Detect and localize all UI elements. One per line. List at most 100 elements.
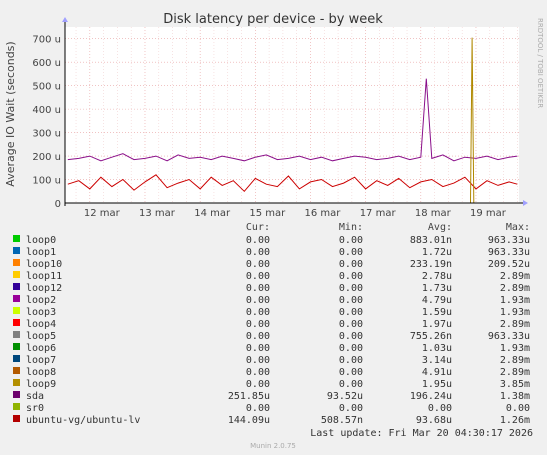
legend-header-cur: Cur: [246, 222, 270, 233]
y-tick-label: 500 u [32, 82, 61, 93]
legend-name: loop11 [26, 271, 62, 282]
legend-swatch [13, 235, 20, 242]
legend-header-avg: Avg: [428, 222, 452, 233]
legend-value-min: 0.00 [339, 283, 363, 294]
y-axis-arrow [62, 17, 68, 22]
legend-value-min: 0.00 [339, 307, 363, 318]
legend-value-min: 0.00 [339, 331, 363, 342]
legend-value-avg: 883.01n [410, 235, 452, 246]
legend-value-min: 0.00 [339, 247, 363, 258]
legend-value-max: 963.33u [488, 247, 530, 258]
legend-name: loop4 [26, 319, 56, 330]
legend-name: sr0 [26, 403, 44, 414]
legend-swatch [13, 391, 20, 398]
legend-value-max: 1.93m [500, 307, 530, 318]
legend-name: loop5 [26, 331, 56, 342]
legend-value-cur: 0.00 [246, 271, 270, 282]
legend-value-max: 2.89m [500, 283, 530, 294]
legend-swatch [13, 415, 20, 422]
legend-value-avg: 93.68u [416, 415, 452, 426]
legend-name: loop10 [26, 259, 62, 270]
legend-swatch [13, 343, 20, 350]
legend-value-cur: 0.00 [246, 295, 270, 306]
legend-value-min: 0.00 [339, 259, 363, 270]
legend-swatch [13, 331, 20, 338]
legend-name: loop12 [26, 283, 62, 294]
legend-value-max: 2.89m [500, 319, 530, 330]
legend-value-cur: 0.00 [246, 259, 270, 270]
legend-value-max: 209.52u [488, 259, 530, 270]
legend-value-max: 3.85m [500, 379, 530, 390]
legend-swatch [13, 295, 20, 302]
legend-name: loop3 [26, 307, 56, 318]
legend-value-min: 0.00 [339, 403, 363, 414]
legend-value-cur: 0.00 [246, 307, 270, 318]
y-tick-label: 100 u [32, 176, 61, 187]
legend-swatch [13, 379, 20, 386]
legend-swatch [13, 319, 20, 326]
legend-value-min: 0.00 [339, 271, 363, 282]
legend-value-min: 0.00 [339, 367, 363, 378]
legend-value-cur: 144.09u [228, 415, 270, 426]
y-tick-label: 400 u [32, 105, 61, 116]
legend-value-max: 0.00 [506, 403, 530, 414]
legend-value-avg: 2.78u [422, 271, 452, 282]
legend-value-max: 963.33u [488, 235, 530, 246]
legend-swatch [13, 307, 20, 314]
legend-value-avg: 233.19n [410, 259, 452, 270]
series-line-ubuntu-vg-ubuntu-lv [67, 174, 518, 193]
legend-value-avg: 1.03u [422, 343, 452, 354]
legend-value-min: 0.00 [339, 319, 363, 330]
legend-value-min: 0.00 [339, 343, 363, 354]
chart-title: Disk latency per device - by week [163, 12, 383, 27]
legend-name: loop9 [26, 379, 56, 390]
x-tick-label: 18 mar [415, 208, 452, 219]
legend-value-cur: 0.00 [246, 319, 270, 330]
y-tick-label: 0 [55, 199, 61, 210]
legend-value-avg: 4.91u [422, 367, 452, 378]
legend-value-min: 93.52u [327, 391, 363, 402]
legend-value-max: 1.93m [500, 295, 530, 306]
x-axis-arrow [523, 200, 528, 206]
legend-value-min: 0.00 [339, 235, 363, 246]
legend-value-avg: 1.59u [422, 307, 452, 318]
x-tick-label: 14 mar [194, 208, 231, 219]
legend-value-max: 1.38m [500, 391, 530, 402]
legend-value-max: 2.89m [500, 271, 530, 282]
legend-value-cur: 0.00 [246, 379, 270, 390]
x-tick-label: 16 mar [305, 208, 342, 219]
legend-value-cur: 0.00 [246, 235, 270, 246]
legend-swatch [13, 355, 20, 362]
y-tick-label: 300 u [32, 129, 61, 140]
legend: Cur: Min: Avg: Max:loop0 0.00 0.00 883.01n 963.… [13, 222, 530, 426]
legend-value-cur: 251.85u [228, 391, 270, 402]
legend-swatch [13, 271, 20, 278]
legend-name: loop0 [26, 235, 56, 246]
legend-value-min: 0.00 [339, 295, 363, 306]
legend-value-cur: 0.00 [246, 355, 270, 366]
legend-header-max: Max: [506, 222, 530, 233]
legend-swatch [13, 247, 20, 254]
legend-value-avg: 3.14u [422, 355, 452, 366]
legend-value-cur: 0.00 [246, 331, 270, 342]
legend-value-max: 1.93m [500, 343, 530, 354]
plot-area [65, 27, 519, 203]
x-tick-label: 15 mar [249, 208, 286, 219]
legend-value-avg: 755.26n [410, 331, 452, 342]
legend-name: loop2 [26, 295, 56, 306]
last-update: Last update: Fri Mar 20 04:30:17 2026 [310, 428, 533, 439]
legend-value-max: 1.26m [500, 415, 530, 426]
legend-value-max: 2.89m [500, 367, 530, 378]
series-line-sda [67, 78, 518, 162]
x-tick-label: 12 mar [84, 208, 121, 219]
legend-value-avg: 4.79u [422, 295, 452, 306]
legend-value-avg: 196.24u [410, 391, 452, 402]
legend-value-min: 508.57n [321, 415, 363, 426]
axes: 0 100 u 200 u 300 u 400 u 500 u 600 u 700 u 12 m… [32, 17, 528, 219]
legend-value-avg: 1.97u [422, 319, 452, 330]
grid [65, 27, 519, 203]
legend-name: loop1 [26, 247, 56, 258]
legend-value-cur: 0.00 [246, 247, 270, 258]
legend-name: loop7 [26, 355, 56, 366]
